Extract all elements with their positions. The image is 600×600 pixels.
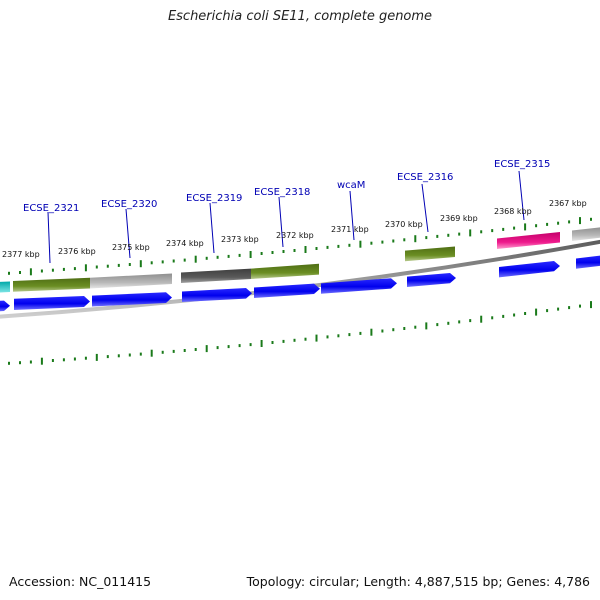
cds-arrow [254, 283, 320, 298]
feature-olive [251, 263, 319, 279]
cds-arrow [499, 261, 560, 278]
cds-arrow [321, 278, 397, 294]
scale-label: 2369 kbp [440, 214, 478, 223]
cds-arrow [407, 273, 456, 287]
scale-label: 2377 kbp [2, 250, 40, 259]
scale-label: 2371 kbp [331, 225, 369, 234]
scale-label: 2375 kbp [112, 243, 150, 252]
leader-line [518, 170, 525, 221]
leader-line [349, 190, 355, 241]
outer-scale-ticks [8, 217, 592, 276]
cds-arrow [182, 288, 252, 302]
gene-label[interactable]: ECSE_2320 [101, 199, 157, 210]
scale-label: 2372 kbp [276, 231, 314, 240]
leader-line [421, 183, 429, 233]
scale-label: 2367 kbp [549, 199, 587, 208]
cds-arrow [92, 292, 172, 307]
gene-label[interactable]: ECSE_2319 [186, 193, 242, 204]
scale-label: 2370 kbp [385, 220, 423, 229]
cds-arrow [576, 255, 600, 269]
gene-labels: ECSE_2321 ECSE_2320 ECSE_2319 ECSE_2318 … [23, 159, 550, 214]
scale-label: 2373 kbp [221, 235, 259, 244]
feature-olive [405, 246, 455, 262]
gene-label[interactable]: ECSE_2315 [494, 159, 550, 170]
inner-scale-ticks [8, 301, 592, 365]
cds-arrow [14, 296, 90, 310]
feature-olive [13, 277, 90, 292]
gene-label[interactable]: wcaM [337, 180, 365, 191]
leader-line [47, 211, 51, 264]
gene-label[interactable]: ECSE_2318 [254, 187, 310, 198]
feature-dark-gray [181, 268, 251, 283]
scale-label: 2376 kbp [58, 247, 96, 256]
leader-line [125, 208, 131, 259]
gene-label[interactable]: ECSE_2321 [23, 203, 79, 214]
feature-track [0, 227, 600, 293]
feature-gray [572, 227, 600, 241]
accession-text: Accession: NC_011415 [9, 574, 152, 589]
gene-leader-lines [47, 170, 525, 264]
cds-track [0, 255, 600, 312]
cds-arrow [0, 300, 10, 312]
genome-summary-text: Topology: circular; Length: 4,887,515 bp… [246, 574, 590, 589]
feature-cyan [0, 281, 10, 293]
scale-label: 2368 kbp [494, 207, 532, 216]
scale-labels: 2377 kbp 2376 kbp 2375 kbp 2374 kbp 2373… [2, 199, 587, 259]
leader-line [209, 202, 215, 254]
scale-label: 2374 kbp [166, 239, 204, 248]
feature-pink [497, 232, 560, 249]
feature-gray [90, 273, 172, 289]
leader-line [278, 196, 284, 248]
gene-label[interactable]: ECSE_2316 [397, 172, 453, 183]
page-title: Escherichia coli SE11, complete genome [167, 9, 433, 24]
